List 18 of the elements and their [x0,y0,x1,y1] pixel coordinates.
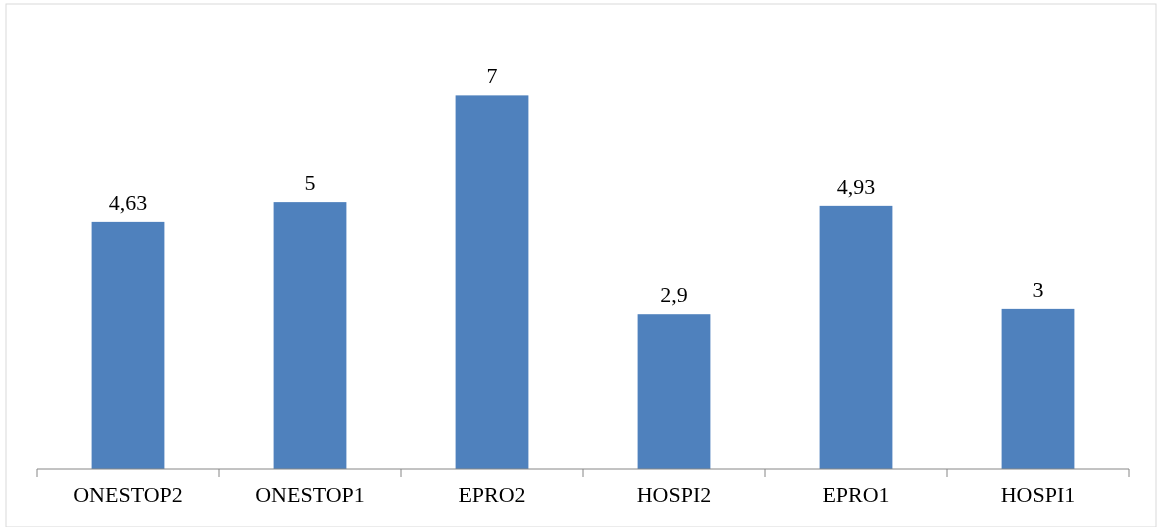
data-label: 4,63 [108,189,148,215]
bar [91,221,165,469]
data-label: 3 [1032,276,1044,302]
x-tick-label: HOSPI2 [636,482,712,507]
data-label: 7 [486,63,498,89]
bar [819,205,893,469]
x-tick-label: ONESTOP1 [255,482,365,507]
bar [637,314,711,469]
x-tick-label: EPRO2 [458,482,526,507]
bar [455,95,529,469]
data-label: 2,9 [660,282,688,308]
bar [273,202,347,469]
x-tick-label: HOSPI1 [1000,482,1076,507]
x-tick-label: EPRO1 [822,482,890,507]
data-label: 5 [304,170,316,196]
x-tick-label: ONESTOP2 [73,482,183,507]
bar [1001,308,1075,469]
data-label: 4,93 [836,173,876,199]
